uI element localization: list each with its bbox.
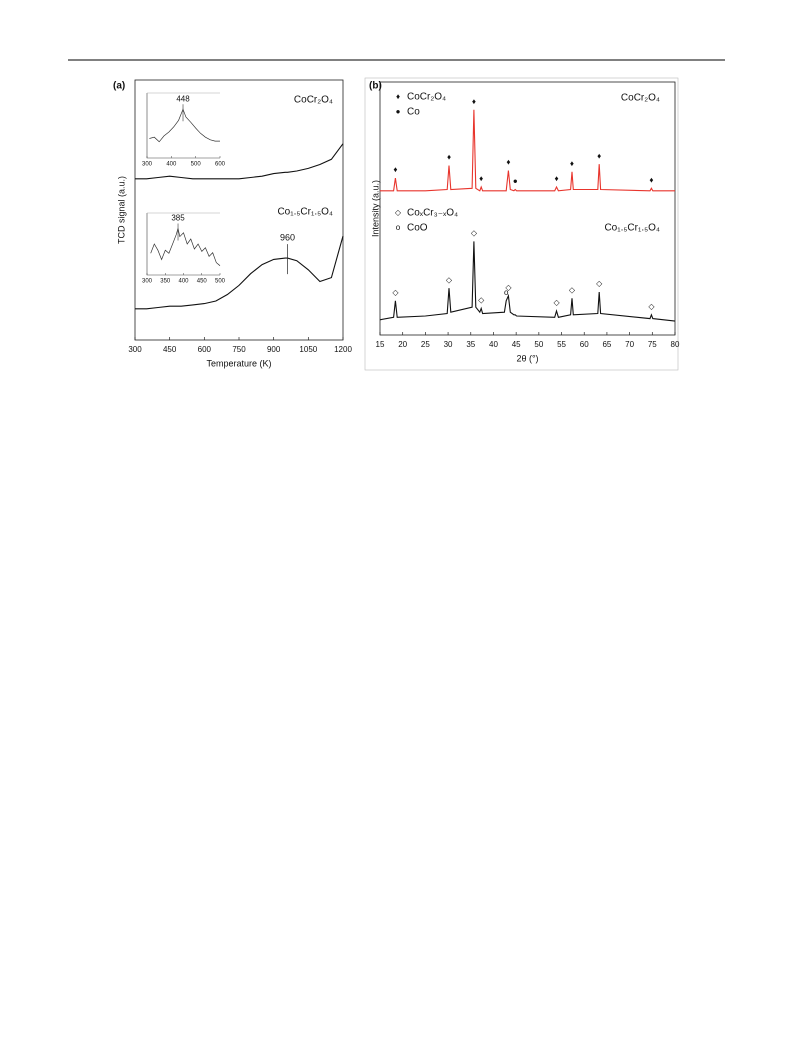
- legend-symbol: ♦: [396, 92, 400, 101]
- x-tick-label: 25: [421, 340, 430, 349]
- x-tick-label: 600: [198, 345, 212, 354]
- peak-marker: ◇: [446, 275, 453, 284]
- x-tick-label: 15: [376, 340, 385, 349]
- inset-x-tick-label: 400: [178, 279, 189, 285]
- y-axis-label: TCD signal (a.u.): [116, 176, 126, 244]
- x-tick-label: 35: [466, 340, 475, 349]
- peak-marker: ●: [513, 177, 518, 186]
- x-tick-label: 80: [671, 340, 680, 349]
- peak-marker: ♦: [570, 159, 574, 168]
- legend-text: Co: [407, 107, 420, 118]
- inset-x-tick-label: 600: [215, 162, 226, 168]
- inset-annotation-text: 385: [171, 214, 185, 223]
- peak-marker: ◇: [596, 279, 603, 288]
- x-tick-label: 45: [512, 340, 521, 349]
- x-tick-label: 300: [128, 345, 142, 354]
- peak-marker: ♦: [479, 174, 483, 183]
- plot-frame: [379, 81, 676, 336]
- x-tick-label: 40: [489, 340, 498, 349]
- peak-marker: ◇: [648, 302, 655, 311]
- x-tick-label: 70: [625, 340, 634, 349]
- panel-b-frame: [364, 77, 679, 371]
- x-tick-label: 20: [398, 340, 407, 349]
- peak-marker: ♦: [447, 153, 451, 162]
- inset-x-tick-label: 450: [197, 279, 208, 285]
- legend-text: CoₓCr₃₋ₓO₄: [407, 208, 458, 219]
- peak-marker: ◇: [392, 288, 399, 297]
- x-tick-label: 65: [602, 340, 611, 349]
- legend-text: CoCr₂O₄: [407, 92, 446, 103]
- peak-marker: ♦: [472, 97, 476, 106]
- data-line: [135, 143, 344, 180]
- x-tick-label: 1200: [334, 345, 352, 354]
- peak-marker: ♦: [506, 158, 510, 167]
- peak-marker: ◇: [471, 228, 478, 237]
- peak-marker: ♦: [597, 151, 601, 160]
- x-axis-label: Temperature (K): [206, 358, 271, 368]
- legend-text: CoO: [407, 223, 428, 234]
- inset-x-tick-label: 300: [142, 162, 153, 168]
- series-label: Co₁.₅Cr₁.₅O₄: [604, 223, 660, 234]
- peak-marker: ♦: [554, 174, 558, 183]
- y-axis-label: Intensity (a.u.): [370, 180, 380, 237]
- inset-line: [149, 108, 220, 143]
- x-tick-label: 30: [444, 340, 453, 349]
- peak-marker: ◇: [569, 285, 576, 294]
- data-line: [135, 235, 344, 310]
- peak-marker: o: [504, 288, 509, 297]
- peak-marker: ◇: [478, 296, 485, 305]
- series-label: CoCr₂O₄: [294, 95, 333, 106]
- data-line: [380, 109, 675, 192]
- peak-marker: ♦: [649, 175, 653, 184]
- x-tick-label: 900: [267, 345, 281, 354]
- x-tick-label: 1050: [299, 345, 317, 354]
- inset-annotation-text: 448: [176, 94, 190, 103]
- inset-x-tick-label: 500: [191, 162, 202, 168]
- panel-label: (a): [113, 81, 125, 92]
- data-line: [379, 241, 676, 322]
- series-label: Co₁.₅Cr₁.₅O₄: [277, 207, 333, 218]
- x-tick-label: 75: [648, 340, 657, 349]
- annotation-text: 960: [280, 232, 295, 242]
- inset-line: [150, 228, 221, 266]
- inset-x-tick-label: 350: [160, 279, 171, 285]
- peak-marker: ◇: [553, 298, 560, 307]
- x-tick-label: 750: [232, 345, 246, 354]
- peak-marker: ♦: [393, 165, 397, 174]
- inset-x-tick-label: 400: [166, 162, 177, 168]
- peak-marker: ◇: [505, 283, 512, 292]
- x-axis-label: 2θ (°): [516, 353, 538, 363]
- legend-symbol: ●: [396, 107, 401, 116]
- x-tick-label: 55: [557, 340, 566, 349]
- x-tick-label: 50: [534, 340, 543, 349]
- inset-x-tick-label: 300: [142, 279, 153, 285]
- legend-symbol: o: [396, 223, 401, 232]
- inset-x-tick-label: 500: [215, 279, 226, 285]
- legend-symbol: ◇: [395, 208, 402, 217]
- series-label: CoCr₂O₄: [621, 93, 660, 104]
- x-tick-label: 450: [163, 345, 177, 354]
- panel-label: (b): [369, 81, 382, 92]
- x-tick-label: 60: [580, 340, 589, 349]
